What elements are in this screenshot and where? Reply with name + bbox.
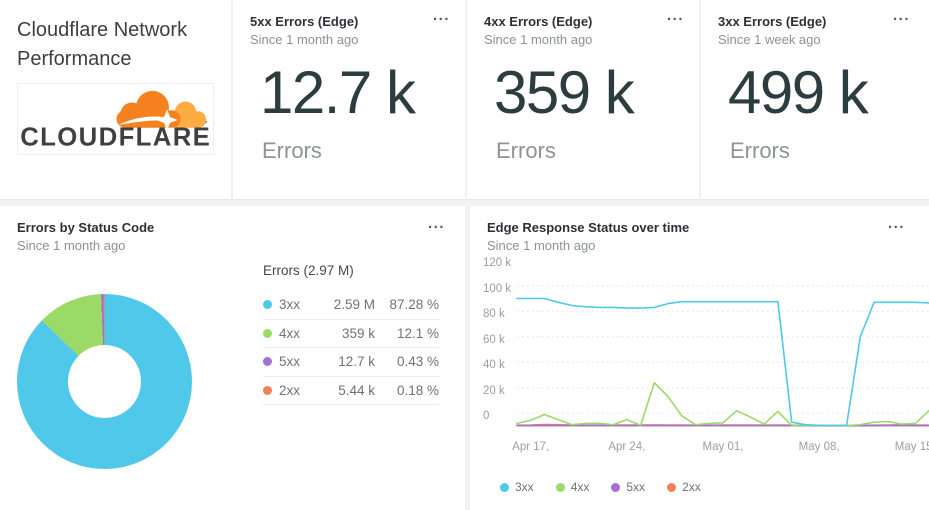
- row-percent: 12.1 %: [396, 325, 439, 341]
- row-percent: 0.18 %: [396, 382, 439, 398]
- x-tick-label: May 08,12:00am: [784, 440, 854, 454]
- line-chart-plot[interactable]: [516, 264, 929, 434]
- x-tick-date: May 15,: [894, 441, 929, 453]
- y-tick-label: 80 k: [483, 308, 505, 320]
- row-value: 359 k: [341, 325, 375, 341]
- kpi-unit-label: Errors: [496, 138, 556, 163]
- logo-wordmark: CLOUDFLARE: [20, 123, 211, 151]
- edge-response-status-card: Edge Response Status over time Since 1 m…: [470, 206, 929, 510]
- logo-trademark: ’: [205, 120, 207, 132]
- row-label: 4xx: [279, 325, 301, 341]
- x-tick-label: Apr 24,12:00am: [592, 440, 662, 454]
- kpi-card-4xx: 4xx Errors (Edge) Since 1 month ago ... …: [467, 0, 699, 199]
- legend-label: 2xx: [682, 480, 701, 494]
- line-card-title: Edge Response Status over time: [487, 220, 690, 235]
- card-menu-button[interactable]: ...: [666, 7, 684, 24]
- card-menu-button[interactable]: ...: [892, 7, 910, 24]
- x-tick-date: May 01,: [702, 441, 744, 453]
- legend-item-4xx[interactable]: 4xx: [555, 480, 590, 494]
- legend-item-5xx[interactable]: 5xx: [611, 480, 645, 494]
- y-tick-label: 60 k: [483, 333, 505, 346]
- y-axis-labels: 0 20 k 40 k 60 k 80 k 100 k 120 k: [483, 257, 517, 434]
- donut-chart[interactable]: [17, 294, 192, 469]
- x-tick-label: May 15,12:00am: [880, 440, 929, 454]
- y-tick-label: 120 k: [483, 257, 512, 269]
- series-dot-3xx: [263, 300, 272, 310]
- table-row-2xx[interactable]: 2xx 5.44 k 0.18 %: [263, 377, 439, 405]
- legend-label: 3xx: [515, 480, 534, 494]
- kpi-unit-label: Errors: [262, 138, 322, 163]
- pie-card-title: Errors by Status Code: [17, 220, 155, 235]
- table-row-3xx[interactable]: 3xx 2.59 M 87.28 %: [263, 291, 439, 320]
- kpi-subtitle: Since 1 month ago: [484, 32, 593, 47]
- breakdown-table: Errors (2.97 M) 3xx 2.59 M 87.28 % 4xx 3…: [263, 263, 439, 405]
- row-label: 3xx: [279, 297, 301, 313]
- breakdown-table-header: Errors (2.97 M): [263, 263, 354, 278]
- cloudflare-logo: CLOUDFLARE ’: [17, 83, 214, 155]
- row-label: 2xx: [279, 382, 301, 398]
- x-axis-labels: Apr 17,12:00amApr 24,12:00amMay 01,12:00…: [512, 438, 929, 468]
- cloud-swoosh: [118, 116, 169, 125]
- dashboard-title-card: Cloudflare Network Performance CLOUDFLAR…: [0, 0, 231, 199]
- row-value: 12.7 k: [338, 354, 375, 370]
- series-line-4xx: [516, 381, 929, 427]
- kpi-card-5xx: 5xx Errors (Edge) Since 1 month ago ... …: [233, 0, 465, 199]
- line-chart-svg: [516, 285, 929, 427]
- x-tick-label: May 01,12:00am: [688, 440, 758, 454]
- y-tick-label: 20 k: [483, 384, 505, 397]
- errors-by-status-card: Errors by Status Code Since 1 month ago …: [0, 206, 465, 510]
- row-percent: 87.28 %: [389, 297, 439, 313]
- legend-label: 5xx: [626, 480, 646, 494]
- kpi-title: 4xx Errors (Edge): [484, 14, 593, 29]
- row-value: 2.59 M: [333, 297, 375, 313]
- kpi-card-3xx: 3xx Errors (Edge) Since 1 week ago ... 4…: [701, 0, 929, 199]
- y-tick-label: 0: [483, 410, 490, 422]
- chart-legend: 3xx 4xx 5xx 2xx: [500, 480, 701, 494]
- legend-dot-5xx: [611, 482, 621, 492]
- kpi-value: 359 k: [494, 59, 635, 126]
- x-tick-label: Apr 17,12:00am: [496, 440, 566, 454]
- series-line-3xx: [516, 297, 929, 427]
- legend-item-2xx[interactable]: 2xx: [667, 480, 701, 494]
- cloudflare-logo-image: CLOUDFLARE ’: [20, 90, 211, 151]
- card-menu-button[interactable]: ...: [432, 7, 450, 24]
- cloud-sparkle: [156, 109, 178, 131]
- x-tick-date: Apr 17,: [512, 441, 550, 453]
- legend-dot-3xx: [500, 482, 509, 492]
- series-dot-4xx: [263, 328, 272, 338]
- row-label: 5xx: [279, 354, 301, 370]
- y-tick-label: 40 k: [483, 359, 505, 371]
- kpi-title: 5xx Errors (Edge): [250, 14, 359, 29]
- row-percent: 0.43 %: [396, 354, 439, 370]
- series-dot-2xx: [263, 385, 272, 395]
- legend-dot-2xx: [667, 482, 677, 492]
- kpi-value: 12.7 k: [260, 59, 416, 126]
- table-row-5xx[interactable]: 5xx 12.7 k 0.43 %: [263, 348, 439, 377]
- kpi-subtitle: Since 1 week ago: [718, 32, 821, 47]
- x-tick-date: Apr 24,: [608, 441, 646, 453]
- legend-label: 4xx: [570, 480, 590, 494]
- kpi-subtitle: Since 1 month ago: [250, 32, 359, 47]
- series-dot-5xx: [263, 357, 272, 367]
- y-tick-label: 100 k: [483, 282, 512, 295]
- legend-dot-4xx: [555, 482, 565, 492]
- kpi-title: 3xx Errors (Edge): [718, 14, 827, 29]
- legend-item-3xx[interactable]: 3xx: [500, 480, 534, 494]
- card-menu-button[interactable]: ...: [427, 215, 445, 232]
- kpi-unit-label: Errors: [730, 138, 790, 163]
- card-menu-button[interactable]: ...: [887, 215, 905, 232]
- pie-card-subtitle: Since 1 month ago: [17, 238, 126, 253]
- table-row-4xx[interactable]: 4xx 359 k 12.1 %: [263, 320, 439, 348]
- dashboard-title: Cloudflare Network Performance: [17, 19, 188, 70]
- kpi-value: 499 k: [728, 59, 869, 126]
- row-value: 5.44 k: [338, 382, 375, 398]
- line-card-subtitle: Since 1 month ago: [487, 238, 596, 253]
- x-tick-date: May 08,: [798, 441, 840, 453]
